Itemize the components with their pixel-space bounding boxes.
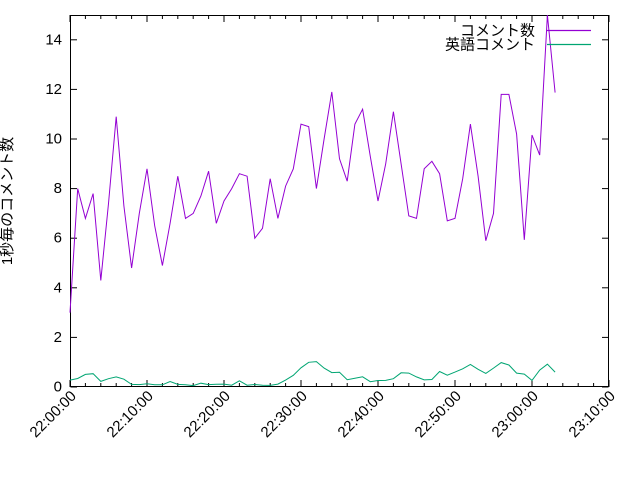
svg-text:0: 0: [54, 379, 62, 396]
svg-text:8: 8: [54, 180, 62, 197]
svg-text:10: 10: [45, 131, 62, 148]
svg-text:6: 6: [54, 230, 62, 247]
svg-text:1秒毎のコメント数: 1秒毎のコメント数: [0, 137, 16, 265]
svg-text:2: 2: [54, 329, 62, 346]
svg-text:英語コメント: 英語コメント: [445, 36, 535, 54]
svg-text:4: 4: [54, 279, 62, 296]
svg-text:12: 12: [45, 81, 62, 98]
svg-text:14: 14: [45, 31, 62, 48]
